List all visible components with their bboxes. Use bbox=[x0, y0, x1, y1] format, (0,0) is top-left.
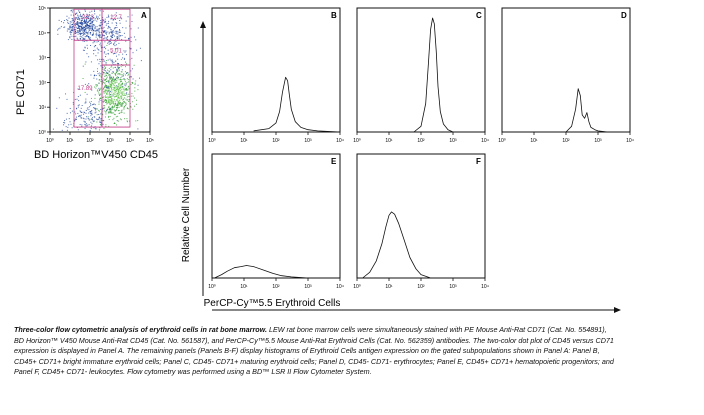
panel-b-x-tick-0: 10⁰ bbox=[208, 138, 216, 144]
panel-b-x-tick-1: 10¹ bbox=[240, 138, 248, 144]
dot-plot-y-label: PE CD71 bbox=[15, 69, 27, 115]
panel-b-x-tick-2: 10² bbox=[272, 138, 280, 144]
panel-c-x-tick-4: 10⁴ bbox=[481, 138, 489, 144]
panel-d-x-tick-0: 10⁰ bbox=[498, 138, 506, 144]
hist-x-label: PerCP-Cy™5.5 Erythroid Cells bbox=[204, 298, 341, 309]
panel-e-x-tick-4: 10⁴ bbox=[336, 284, 344, 290]
panel-d-x-tick-1: 10¹ bbox=[530, 138, 538, 144]
panel-a-x-tick-0: 10⁰ bbox=[46, 138, 54, 144]
panel-a-x-tick-3: 10³ bbox=[106, 138, 114, 144]
panel-c-frame bbox=[356, 7, 486, 133]
panel-b-x-tick-4: 10⁴ bbox=[336, 138, 344, 144]
panel-c-x-tick-2: 10² bbox=[417, 138, 425, 144]
panel-f-x-tick-0: 10⁰ bbox=[353, 284, 361, 290]
panel-f-x-tick-1: 10¹ bbox=[385, 284, 393, 290]
panel-a-gate-label-2: 12.7 bbox=[110, 15, 122, 21]
panel-f-x-tick-4: 10⁴ bbox=[481, 284, 489, 290]
panel-e-x-tick-2: 10² bbox=[272, 284, 280, 290]
panel-c-x-tick-0: 10⁰ bbox=[353, 138, 361, 144]
panel-d-curve bbox=[565, 88, 630, 133]
panel-c-histogram: C 10⁰ 10¹ 10² 10³ 10⁴ bbox=[353, 7, 489, 144]
hist-y-label: Relative Cell Number bbox=[181, 167, 192, 262]
panel-a-x-tick-5: 10⁵ bbox=[146, 138, 154, 144]
panel-a-dots bbox=[52, 9, 142, 132]
panel-d-x-tick-3: 10³ bbox=[594, 138, 602, 144]
panel-d-x-tick-4: 10⁴ bbox=[626, 138, 634, 144]
panel-a-y-tick-3: 10³ bbox=[39, 56, 47, 62]
panel-c-x-tick-3: 10³ bbox=[449, 138, 457, 144]
panel-b-curve bbox=[253, 76, 341, 133]
panel-f-x-tick-3: 10³ bbox=[449, 284, 457, 290]
panel-a-gate-label-3: 5.01 bbox=[110, 49, 122, 55]
panel-b-frame bbox=[211, 7, 341, 133]
histogram-panels: B 10⁰ 10¹ 10² 10³ 10⁴ C 10⁰ 10¹ 10² 10³ 10⁴ D 10⁰ 10¹ 1… bbox=[208, 7, 634, 290]
panel-e-letter: E bbox=[331, 157, 337, 166]
panel-a-gate-label-1: 22.2 bbox=[82, 15, 94, 21]
caption-body: LEW rat bone marrow cells were simultane… bbox=[14, 325, 614, 377]
panel-c-x-tick-1: 10¹ bbox=[385, 138, 393, 144]
panel-c-letter: C bbox=[476, 11, 482, 20]
panel-a-y-tick-1: 10¹ bbox=[39, 105, 47, 111]
panel-f-histogram: F 10⁰ 10¹ 10² 10³ 10⁴ bbox=[353, 153, 489, 290]
panel-f-x-tick-2: 10² bbox=[417, 284, 425, 290]
panel-a-y-tick-0: 10⁰ bbox=[38, 130, 46, 136]
caption-title: Three-color flow cytometric analysis of … bbox=[14, 325, 267, 334]
panel-d-letter: D bbox=[621, 11, 627, 20]
panel-b-x-tick-3: 10³ bbox=[304, 138, 312, 144]
panel-c-curve bbox=[413, 17, 485, 133]
panel-d-x-tick-2: 10² bbox=[562, 138, 570, 144]
panel-d-histogram: D 10⁰ 10¹ 10² 10³ 10⁴ bbox=[498, 7, 634, 144]
panel-a-letter: A bbox=[141, 11, 147, 20]
dot-plot-x-label: BD Horizon™V450 CD45 bbox=[34, 149, 158, 161]
panel-a-x-tick-4: 10⁴ bbox=[126, 138, 134, 144]
panel-e-frame bbox=[211, 153, 341, 279]
panel-a-x-tick-2: 10² bbox=[86, 138, 94, 144]
panel-b-histogram: B 10⁰ 10¹ 10² 10³ 10⁴ bbox=[208, 7, 344, 144]
panel-f-frame bbox=[356, 153, 486, 279]
panel-e-histogram: E 10⁰ 10¹ 10² 10³ 10⁴ bbox=[208, 153, 344, 290]
panel-a-y-tick-2: 10² bbox=[39, 80, 47, 86]
figure-caption: Three-color flow cytometric analysis of … bbox=[14, 325, 614, 378]
panel-e-curve bbox=[214, 265, 340, 279]
panel-f-letter: F bbox=[476, 157, 481, 166]
panel-e-x-tick-3: 10³ bbox=[304, 284, 312, 290]
panel-b-letter: B bbox=[331, 11, 337, 20]
panel-a-frame bbox=[49, 7, 151, 133]
panel-d-frame bbox=[501, 7, 631, 133]
panel-a-y-tick-5: 10⁵ bbox=[38, 6, 46, 12]
panel-a-x-tick-1: 10¹ bbox=[66, 138, 74, 144]
panel-f-curve bbox=[362, 211, 485, 279]
panel-a-gate-5 bbox=[73, 39, 103, 128]
panel-a-gate-label-4: 29.7 bbox=[110, 92, 122, 98]
panel-e-x-tick-1: 10¹ bbox=[240, 284, 248, 290]
panel-a-gate-label-5: 17.89 bbox=[77, 86, 93, 92]
panel-a-y-tick-4: 10⁴ bbox=[38, 31, 46, 37]
panel-e-x-tick-0: 10⁰ bbox=[208, 284, 216, 290]
